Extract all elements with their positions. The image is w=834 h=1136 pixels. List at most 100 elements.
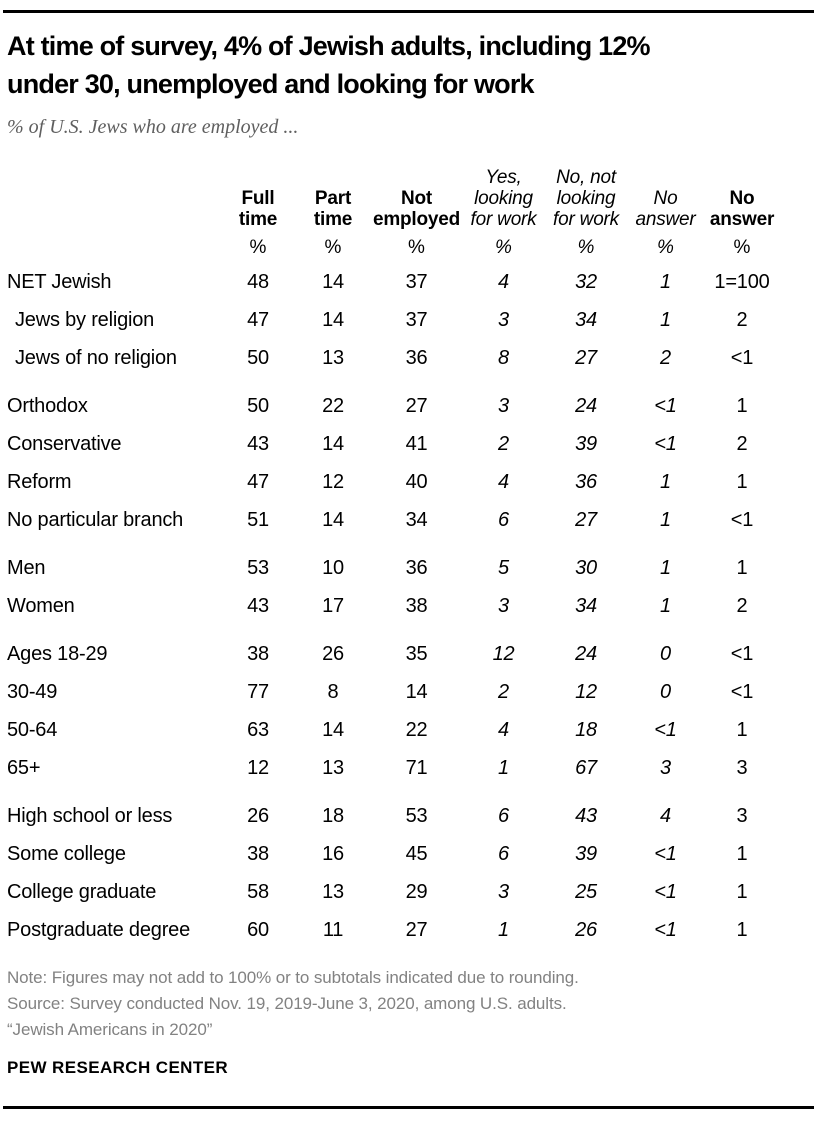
cell-value: 1 — [660, 556, 671, 579]
top-rule — [3, 10, 814, 13]
subtitle: % of U.S. Jews who are employed ... — [7, 116, 299, 138]
row-label: Jews by religion — [15, 308, 155, 331]
cell-value: 22 — [322, 394, 344, 417]
cell-value: 48 — [247, 270, 269, 293]
footer-notes: Note: Figures may not add to 100% or to … — [7, 965, 814, 1043]
col-header-full-time: Full time — [238, 188, 278, 230]
cell-value: 38 — [247, 642, 269, 665]
cell-value: 8 — [498, 346, 509, 369]
cell-value: 50 — [247, 346, 269, 369]
col-header-no-answer-sub: No answer — [635, 188, 696, 230]
cell-value: 12 — [492, 642, 515, 665]
row-label: Some college — [7, 842, 126, 865]
col-header-not-employed: Not employed — [372, 188, 461, 230]
col-header-part-time: Part time — [313, 188, 353, 230]
cell-value: <1 — [654, 718, 677, 741]
cell-value: 3 — [498, 308, 509, 331]
cell-value: 37 — [405, 270, 428, 293]
cell-value: 3 — [736, 756, 748, 779]
cell-value: 2 — [498, 432, 509, 455]
table-row: 50-64 63 14 22 4 18 <1 1 — [7, 711, 779, 749]
cell-value: 14 — [405, 680, 428, 703]
table-body: NET Jewish 48 14 37 4 32 1 1=100 Jews by religio… — [7, 263, 779, 949]
cell-value: 41 — [405, 432, 428, 455]
cell-value: 50 — [247, 394, 269, 417]
cell-value: 30 — [575, 556, 597, 579]
table-row: 65+ 12 13 71 1 67 3 3 — [7, 749, 779, 787]
cell-value: 4 — [498, 470, 509, 493]
cell-value: 63 — [247, 718, 269, 741]
row-label: Orthodox — [7, 394, 88, 417]
cell-value: 34 — [405, 508, 428, 531]
header-row: Full time Part time Not employed Yes, lo… — [7, 167, 779, 233]
cell-value: 60 — [247, 918, 269, 941]
cell-value: 1 — [736, 880, 748, 903]
cell-value: 25 — [575, 880, 597, 903]
cell-value: 58 — [247, 880, 269, 903]
cell-value: 0 — [660, 642, 671, 665]
cell-value: 18 — [575, 718, 597, 741]
cell-value: 27 — [405, 918, 428, 941]
row-label: 50-64 — [7, 718, 58, 741]
cell-value: <1 — [730, 346, 754, 369]
cell-value: 14 — [322, 718, 344, 741]
cell-value: 1 — [736, 470, 748, 493]
cell-value: <1 — [654, 842, 677, 865]
row-label: Ages 18-29 — [7, 642, 108, 665]
cell-value: 1 — [736, 718, 748, 741]
unit-cell: % — [577, 237, 595, 258]
cell-value: 2 — [736, 594, 748, 617]
cell-value: 43 — [247, 594, 269, 617]
row-label-column-header — [7, 167, 222, 233]
col-header-no-answer-total: No answer — [709, 188, 775, 230]
cell-value: 1 — [660, 308, 671, 331]
cell-value: <1 — [730, 642, 754, 665]
cell-value: 47 — [247, 470, 269, 493]
cell-value: 1 — [660, 508, 671, 531]
cell-value: 34 — [575, 308, 597, 331]
cell-value: 12 — [247, 756, 269, 779]
cell-value: 4 — [498, 718, 509, 741]
cell-value: 6 — [498, 804, 509, 827]
cell-value: 53 — [405, 804, 428, 827]
cell-value: 77 — [247, 680, 269, 703]
table-row: Jews by religion 47 14 37 3 34 1 2 — [7, 301, 779, 339]
table-row: Men 53 10 36 5 30 1 1 — [7, 549, 779, 587]
cell-value: 3 — [736, 804, 748, 827]
col-header-yes-looking: Yes, looking for work — [470, 167, 537, 230]
cell-value: 71 — [405, 756, 428, 779]
cell-value: 1 — [498, 756, 509, 779]
unit-cell: % — [733, 237, 751, 258]
cell-value: 5 — [498, 556, 509, 579]
cell-value: 6 — [498, 842, 509, 865]
cell-value: 2 — [498, 680, 509, 703]
cell-value: 36 — [405, 346, 428, 369]
cell-value: 18 — [322, 804, 344, 827]
cell-value: 1 — [660, 270, 671, 293]
cell-value: 2 — [736, 308, 748, 331]
table-row: NET Jewish 48 14 37 4 32 1 1=100 — [7, 263, 779, 301]
row-label: Postgraduate degree — [7, 918, 191, 941]
cell-value: 32 — [575, 270, 597, 293]
note-text: Note: Figures may not add to 100% or to … — [7, 968, 579, 987]
group-spacer — [7, 625, 779, 635]
cell-value: 35 — [405, 642, 428, 665]
cell-value: 51 — [247, 508, 269, 531]
cell-value: <1 — [654, 880, 677, 903]
cell-value: 10 — [322, 556, 344, 579]
cell-value: 1 — [660, 594, 671, 617]
table-row: No particular branch 51 14 34 6 27 1 <1 — [7, 501, 779, 539]
table-row: Conservative 43 14 41 2 39 <1 2 — [7, 425, 779, 463]
cell-value: 67 — [575, 756, 597, 779]
cell-value: <1 — [654, 394, 677, 417]
cell-value: 3 — [498, 394, 509, 417]
cell-value: 24 — [575, 642, 597, 665]
cell-value: 0 — [660, 680, 671, 703]
pew-table-figure: At time of survey, 4% of Jewish adults, … — [3, 10, 814, 1109]
title-line-2: under 30, unemployed and looking for wor… — [7, 69, 535, 99]
cell-value: 26 — [322, 642, 344, 665]
cell-value: 27 — [575, 508, 597, 531]
cell-value: <1 — [730, 508, 754, 531]
row-label: Conservative — [7, 432, 122, 455]
cell-value: 13 — [322, 346, 344, 369]
